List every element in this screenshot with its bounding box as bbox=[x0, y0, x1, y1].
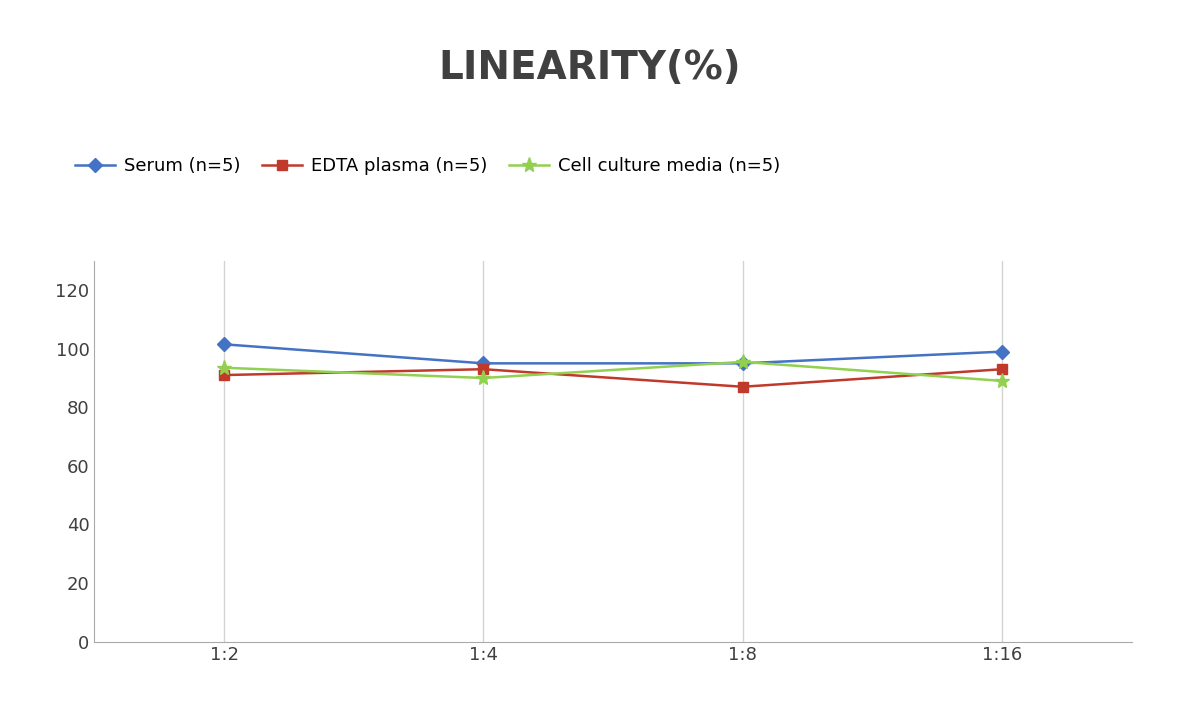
Legend: Serum (n=5), EDTA plasma (n=5), Cell culture media (n=5): Serum (n=5), EDTA plasma (n=5), Cell cul… bbox=[68, 150, 788, 183]
Serum (n=5) bbox=[995, 348, 1009, 356]
Serum (n=5) bbox=[476, 359, 490, 367]
EDTA plasma (n=5) bbox=[476, 365, 490, 374]
Cell culture media (n=5) bbox=[995, 376, 1009, 385]
EDTA plasma (n=5) bbox=[995, 365, 1009, 374]
Cell culture media (n=5) bbox=[736, 357, 750, 366]
Cell culture media (n=5) bbox=[476, 374, 490, 382]
Line: EDTA plasma (n=5): EDTA plasma (n=5) bbox=[219, 364, 1007, 392]
Line: Serum (n=5): Serum (n=5) bbox=[219, 339, 1007, 368]
Line: Cell culture media (n=5): Cell culture media (n=5) bbox=[217, 354, 1009, 388]
Cell culture media (n=5) bbox=[217, 364, 231, 372]
EDTA plasma (n=5) bbox=[217, 371, 231, 379]
Text: LINEARITY(%): LINEARITY(%) bbox=[439, 49, 740, 87]
EDTA plasma (n=5) bbox=[736, 383, 750, 391]
Serum (n=5) bbox=[736, 359, 750, 367]
Serum (n=5) bbox=[217, 340, 231, 348]
